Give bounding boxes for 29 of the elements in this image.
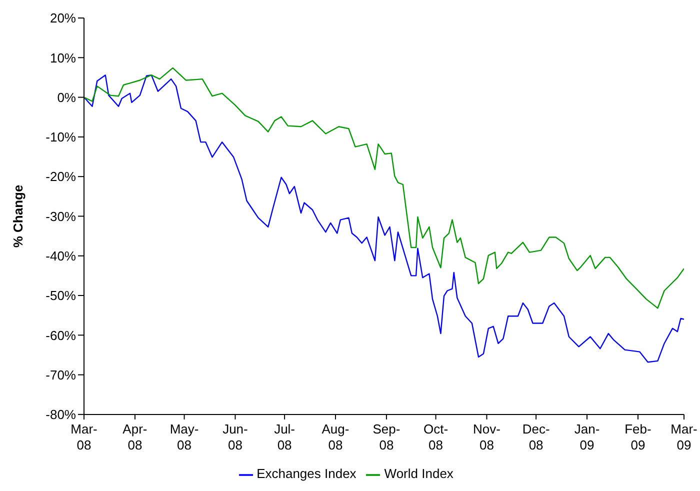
y-tick-label: -80% [46, 407, 76, 422]
x-tick-label: Mar-08 [70, 421, 98, 452]
y-axis-title: % Change [10, 184, 26, 248]
x-tick-label: Sep-08 [372, 421, 400, 452]
x-tick-label: Aug-08 [322, 421, 350, 452]
line-series [84, 67, 684, 309]
x-tick-label: Feb-09 [624, 421, 652, 452]
x-tick-label: Jun-08 [222, 421, 248, 452]
y-tick-label: 20% [50, 10, 76, 26]
y-tick-label: -50% [46, 288, 76, 304]
y-tick-label: 0% [57, 90, 76, 105]
x-tick-label: May-08 [170, 421, 199, 452]
line-series [84, 74, 684, 363]
y-tick-label: -10% [46, 130, 76, 145]
x-tick-label: Nov-08 [473, 421, 500, 452]
x-tick-label: Apr-08 [122, 421, 148, 452]
x-tick-label: Oct-08 [424, 421, 448, 452]
y-tick-label: -40% [46, 248, 76, 264]
x-tick-label: Jan-09 [574, 421, 600, 452]
legend-label: Exchanges Index [256, 466, 356, 482]
y-tick-label: -20% [46, 169, 76, 184]
x-tick-label: Dec-08 [522, 421, 550, 452]
y-tick-label: -70% [46, 367, 76, 382]
y-tick-label: -30% [46, 208, 76, 224]
y-tick-label: 10% [50, 50, 76, 66]
x-tick-label: Mar-09 [670, 421, 698, 452]
y-tick-label: -60% [46, 328, 76, 343]
x-tick-label: Jul-08 [274, 421, 296, 452]
legend-label: World Index [384, 466, 454, 482]
